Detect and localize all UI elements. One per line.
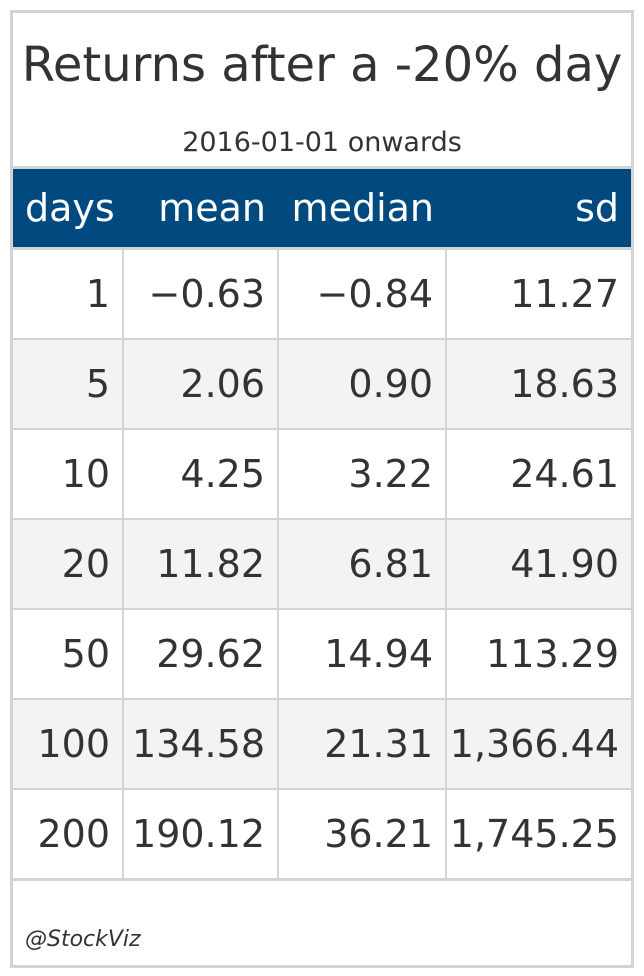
column-header-sd: sd (446, 169, 631, 250)
cell-sd: 11.27 (445, 248, 631, 340)
table-row: 10 4.25 3.22 24.61 (13, 429, 631, 520)
cell-mean: −0.63 (122, 248, 278, 340)
cell-sd: 1,745.25 (445, 789, 631, 881)
cell-sd: 18.63 (445, 339, 631, 430)
column-header-days: days (13, 169, 123, 250)
table-title: Returns after a -20% day (21, 37, 623, 93)
cell-days: 50 (13, 609, 123, 700)
cell-median: 0.90 (277, 339, 446, 430)
table-row: 5 2.06 0.90 18.63 (13, 339, 631, 430)
table-row: 200 190.12 36.21 1,745.25 (13, 789, 631, 881)
cell-mean: 2.06 (122, 339, 278, 430)
cell-days: 10 (13, 429, 123, 520)
cell-days: 100 (13, 699, 123, 790)
cell-sd: 113.29 (445, 609, 631, 700)
cell-sd: 24.61 (445, 429, 631, 520)
cell-days: 1 (13, 248, 123, 340)
cell-median: 36.21 (277, 789, 446, 881)
table-subtitle: 2016-01-01 onwards (182, 127, 462, 158)
cell-days: 200 (13, 789, 123, 881)
cell-mean: 4.25 (122, 429, 278, 520)
title-divider (13, 166, 631, 169)
returns-table: days mean median sd 1 −0.63 −0.84 11.27 … (13, 169, 631, 881)
cell-mean: 29.62 (122, 609, 278, 700)
table-row: 50 29.62 14.94 113.29 (13, 609, 631, 700)
cell-days: 20 (13, 519, 123, 610)
cell-sd: 41.90 (445, 519, 631, 610)
column-header-mean: mean (123, 169, 278, 250)
cell-sd: 1,366.44 (445, 699, 631, 790)
cell-days: 5 (13, 339, 123, 430)
source-note: @StockViz (25, 927, 141, 952)
cell-median: 6.81 (277, 519, 446, 610)
cell-median: 21.31 (277, 699, 446, 790)
header-row: days mean median sd (13, 169, 631, 250)
cell-median: 14.94 (277, 609, 446, 700)
table-card: Returns after a -20% day 2016-01-01 onwa… (10, 10, 634, 968)
cell-mean: 11.82 (122, 519, 278, 610)
column-header-median: median (278, 169, 446, 250)
table-row: 20 11.82 6.81 41.90 (13, 519, 631, 610)
table-row: 100 134.58 21.31 1,366.44 (13, 699, 631, 790)
cell-mean: 134.58 (122, 699, 278, 790)
cell-median: 3.22 (277, 429, 446, 520)
cell-mean: 190.12 (122, 789, 278, 881)
cell-median: −0.84 (277, 248, 446, 340)
table-row: 1 −0.63 −0.84 11.27 (13, 248, 631, 340)
